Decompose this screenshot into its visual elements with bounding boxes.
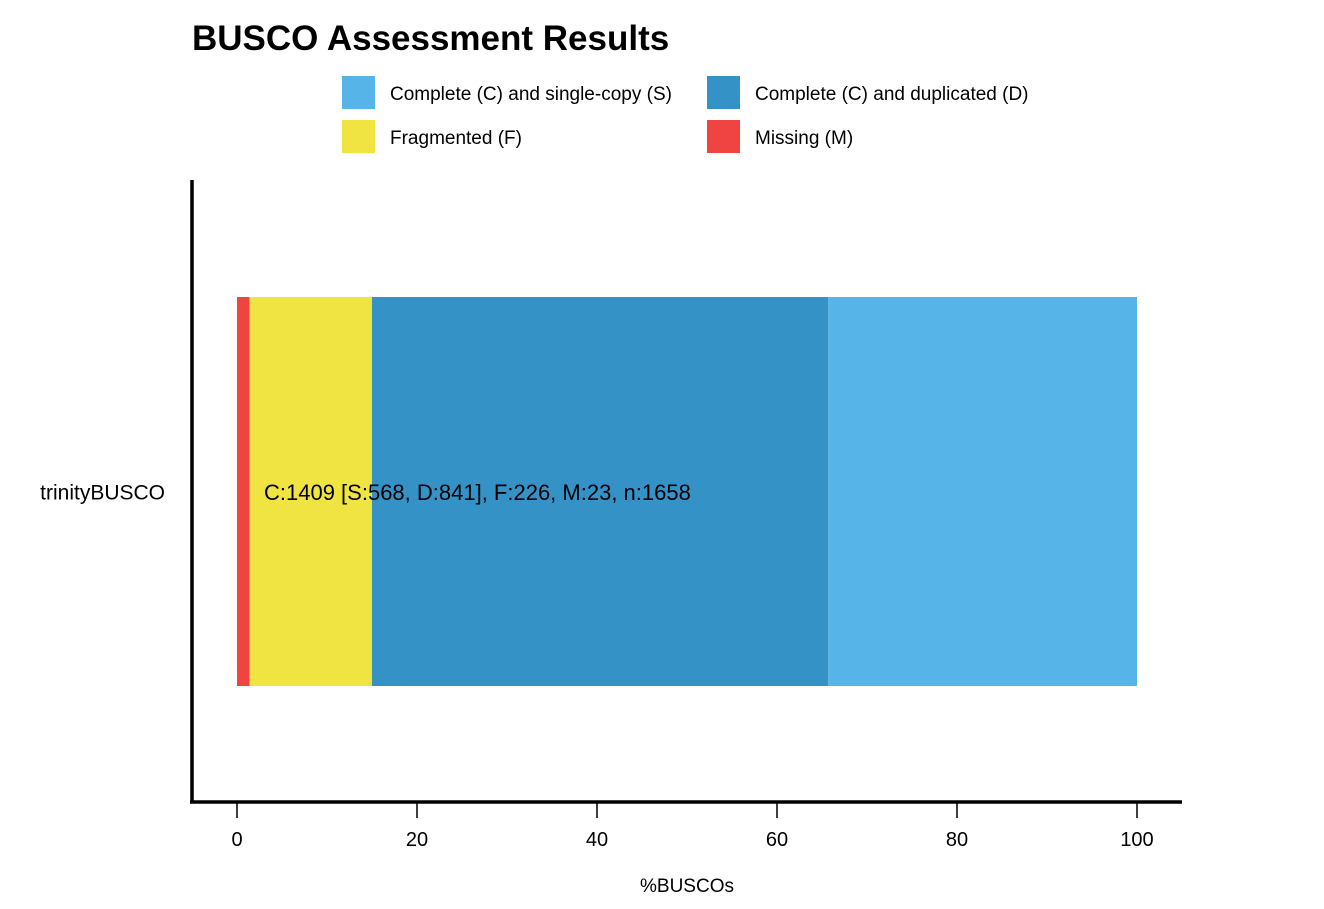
- legend-item-F: Fragmented (F): [342, 120, 522, 153]
- x-tick-label: 20: [406, 829, 428, 851]
- y-axis-categories: trinityBUSCO: [40, 482, 165, 505]
- x-tick-label: 0: [231, 829, 242, 851]
- legend: Complete (C) and single-copy (S) Complete…: [342, 76, 1029, 153]
- chart-title: BUSCO Assessment Results: [192, 19, 669, 58]
- stacked-bar: [237, 297, 1137, 686]
- legend-swatch-S: [342, 76, 375, 109]
- x-tick-label: 80: [946, 829, 968, 851]
- legend-label-D: Complete (C) and duplicated (D): [755, 84, 1029, 105]
- x-tick-label: 40: [586, 829, 608, 851]
- legend-item-M: Missing (M): [707, 120, 853, 153]
- x-tick-label: 60: [766, 829, 788, 851]
- legend-swatch-F: [342, 120, 375, 153]
- legend-label-M: Missing (M): [755, 128, 853, 149]
- legend-swatch-D: [707, 76, 740, 109]
- x-tick-label: 100: [1120, 829, 1153, 851]
- legend-item-D: Complete (C) and duplicated (D): [707, 76, 1029, 109]
- x-axis-title: %BUSCOs: [640, 876, 734, 897]
- bar-segment-S: [828, 297, 1137, 686]
- legend-swatch-M: [707, 120, 740, 153]
- legend-label-F: Fragmented (F): [390, 128, 522, 149]
- x-axis-ticks: 0 20 40 60 80 100: [231, 803, 1154, 851]
- legend-item-S: Complete (C) and single-copy (S): [342, 76, 672, 109]
- bar-segment-F: [249, 297, 372, 686]
- bar-segment-M: [237, 297, 250, 686]
- legend-label-S: Complete (C) and single-copy (S): [390, 84, 672, 105]
- bar-annotation: C:1409 [S:568, D:841], F:226, M:23, n:16…: [264, 480, 691, 505]
- bar-segment-D: [372, 297, 829, 686]
- y-category-label: trinityBUSCO: [40, 482, 165, 505]
